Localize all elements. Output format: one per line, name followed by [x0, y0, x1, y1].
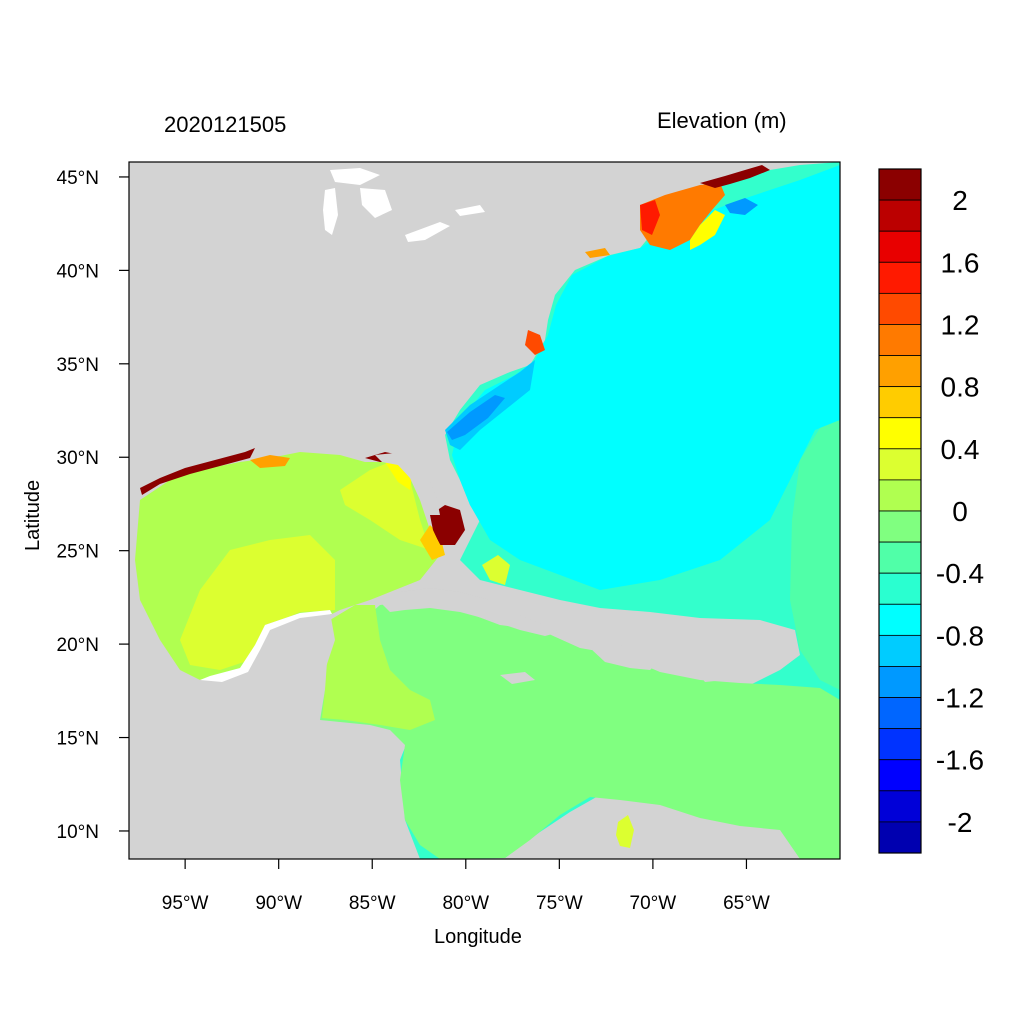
jamaica [500, 672, 535, 684]
colorbar-label: 0.4 [941, 434, 980, 465]
colorbar-label: 2 [952, 185, 968, 216]
lake-maracaibo [616, 815, 634, 848]
colorbar-swatch [878, 168, 922, 201]
colorbar-swatch [878, 417, 922, 450]
new-england-orange [640, 183, 725, 250]
colorbar-label: -1.6 [936, 745, 984, 776]
colorbar-swatch [878, 292, 922, 325]
bahamas-bank [482, 555, 510, 585]
colorbar-swatch [878, 603, 922, 636]
nova-scotia-dark-red [700, 165, 770, 188]
colorbar-label: 1.6 [941, 247, 980, 278]
colorbar-swatch [878, 572, 922, 605]
colorbar-label: -0.8 [936, 620, 984, 651]
y-tick-label: 10°N [57, 822, 99, 843]
yucatan-channel-yellow [322, 605, 435, 730]
chesapeake-red [525, 330, 545, 355]
colorbar: 2 1.6 1.2 0.8 0.4 0 -0.4 -0.8 -1.2 -1.6 -2 [878, 168, 984, 854]
colorbar-swatch [878, 448, 922, 481]
colorbar-swatch [878, 230, 922, 263]
lake-michigan [323, 188, 338, 235]
colorbar-swatch [878, 261, 922, 294]
plot-frame [128, 161, 841, 860]
caribbean-sea [320, 600, 840, 859]
colorbar-label: -0.4 [936, 558, 984, 589]
atlantic-cyan-zone [452, 165, 840, 590]
colorbar-swatch [878, 697, 922, 730]
colorbar-swatch [878, 821, 922, 854]
x-tick-label: 90°W [255, 893, 302, 914]
colorbar-swatch [878, 324, 922, 356]
colorbar-swatch [878, 199, 922, 232]
colorbar-label: 1.2 [941, 309, 980, 340]
x-tick-label: 65°W [723, 893, 770, 914]
colorbar-swatch [878, 790, 922, 823]
y-tick-label: 40°N [57, 261, 99, 282]
colorbar-label: -2 [948, 807, 973, 838]
y-tick-label: 25°N [57, 542, 99, 563]
x-tick-label: 75°W [536, 893, 583, 914]
y-tick-label: 15°N [57, 729, 99, 750]
x-tick-label: 80°W [442, 893, 489, 914]
axis-ticks: 95°W 90°W 85°W 80°W 75°W 70°W 65°W 45°N 40°N 35°N… [57, 168, 770, 914]
lake-superior [330, 168, 380, 185]
colorbar-label: -1.2 [936, 683, 984, 714]
new-england-yellow-fringe [690, 210, 725, 250]
lake-huron [360, 188, 392, 218]
florida-orange-edge [425, 535, 442, 558]
lake-ontario [455, 205, 485, 216]
cuba [380, 588, 560, 636]
florida-peninsula [375, 452, 440, 515]
colorbar-swatch [878, 479, 922, 512]
gulf-yellow-zone [180, 535, 335, 670]
colorbar-swatch [878, 510, 922, 543]
yucatan-peninsula [262, 612, 335, 720]
puerto-rico [700, 674, 725, 682]
plot-left-title: 2020121505 [164, 112, 287, 137]
gulf-of-maine-blue [725, 198, 758, 215]
y-tick-label: 30°N [57, 448, 99, 469]
louisiana-coast-orange [250, 455, 290, 468]
colorbar-swatch [878, 728, 922, 761]
x-tick-label: 70°W [630, 893, 677, 914]
colorbar-frame [878, 168, 922, 854]
y-tick-label: 35°N [57, 355, 99, 376]
x-tick-label: 85°W [349, 893, 396, 914]
colorbar-swatch [878, 541, 922, 574]
y-tick-label: 45°N [57, 168, 99, 189]
new-england-red [640, 200, 660, 235]
colorbar-swatch [878, 634, 922, 667]
hispaniola [590, 645, 660, 670]
lake-erie [405, 222, 450, 242]
map-panel [129, 162, 840, 859]
plot-right-title: Elevation (m) [657, 108, 787, 133]
long-island-orange [585, 248, 610, 258]
colorbar-swatch [878, 759, 922, 792]
coastal-dark-blue [447, 395, 505, 440]
colorbar-label: 0.8 [941, 372, 980, 403]
atlantic-east-patch [790, 420, 840, 690]
x-tick-label: 95°W [162, 893, 209, 914]
x-axis-label: Longitude [434, 926, 522, 948]
colorbar-swatch [878, 355, 922, 388]
gulf-coast-dark-red [140, 448, 255, 495]
y-tick-label: 20°N [57, 635, 99, 656]
colorbar-label: 0 [952, 496, 968, 527]
colorbar-swatch [878, 386, 922, 419]
colorbar-swatch [878, 666, 922, 698]
